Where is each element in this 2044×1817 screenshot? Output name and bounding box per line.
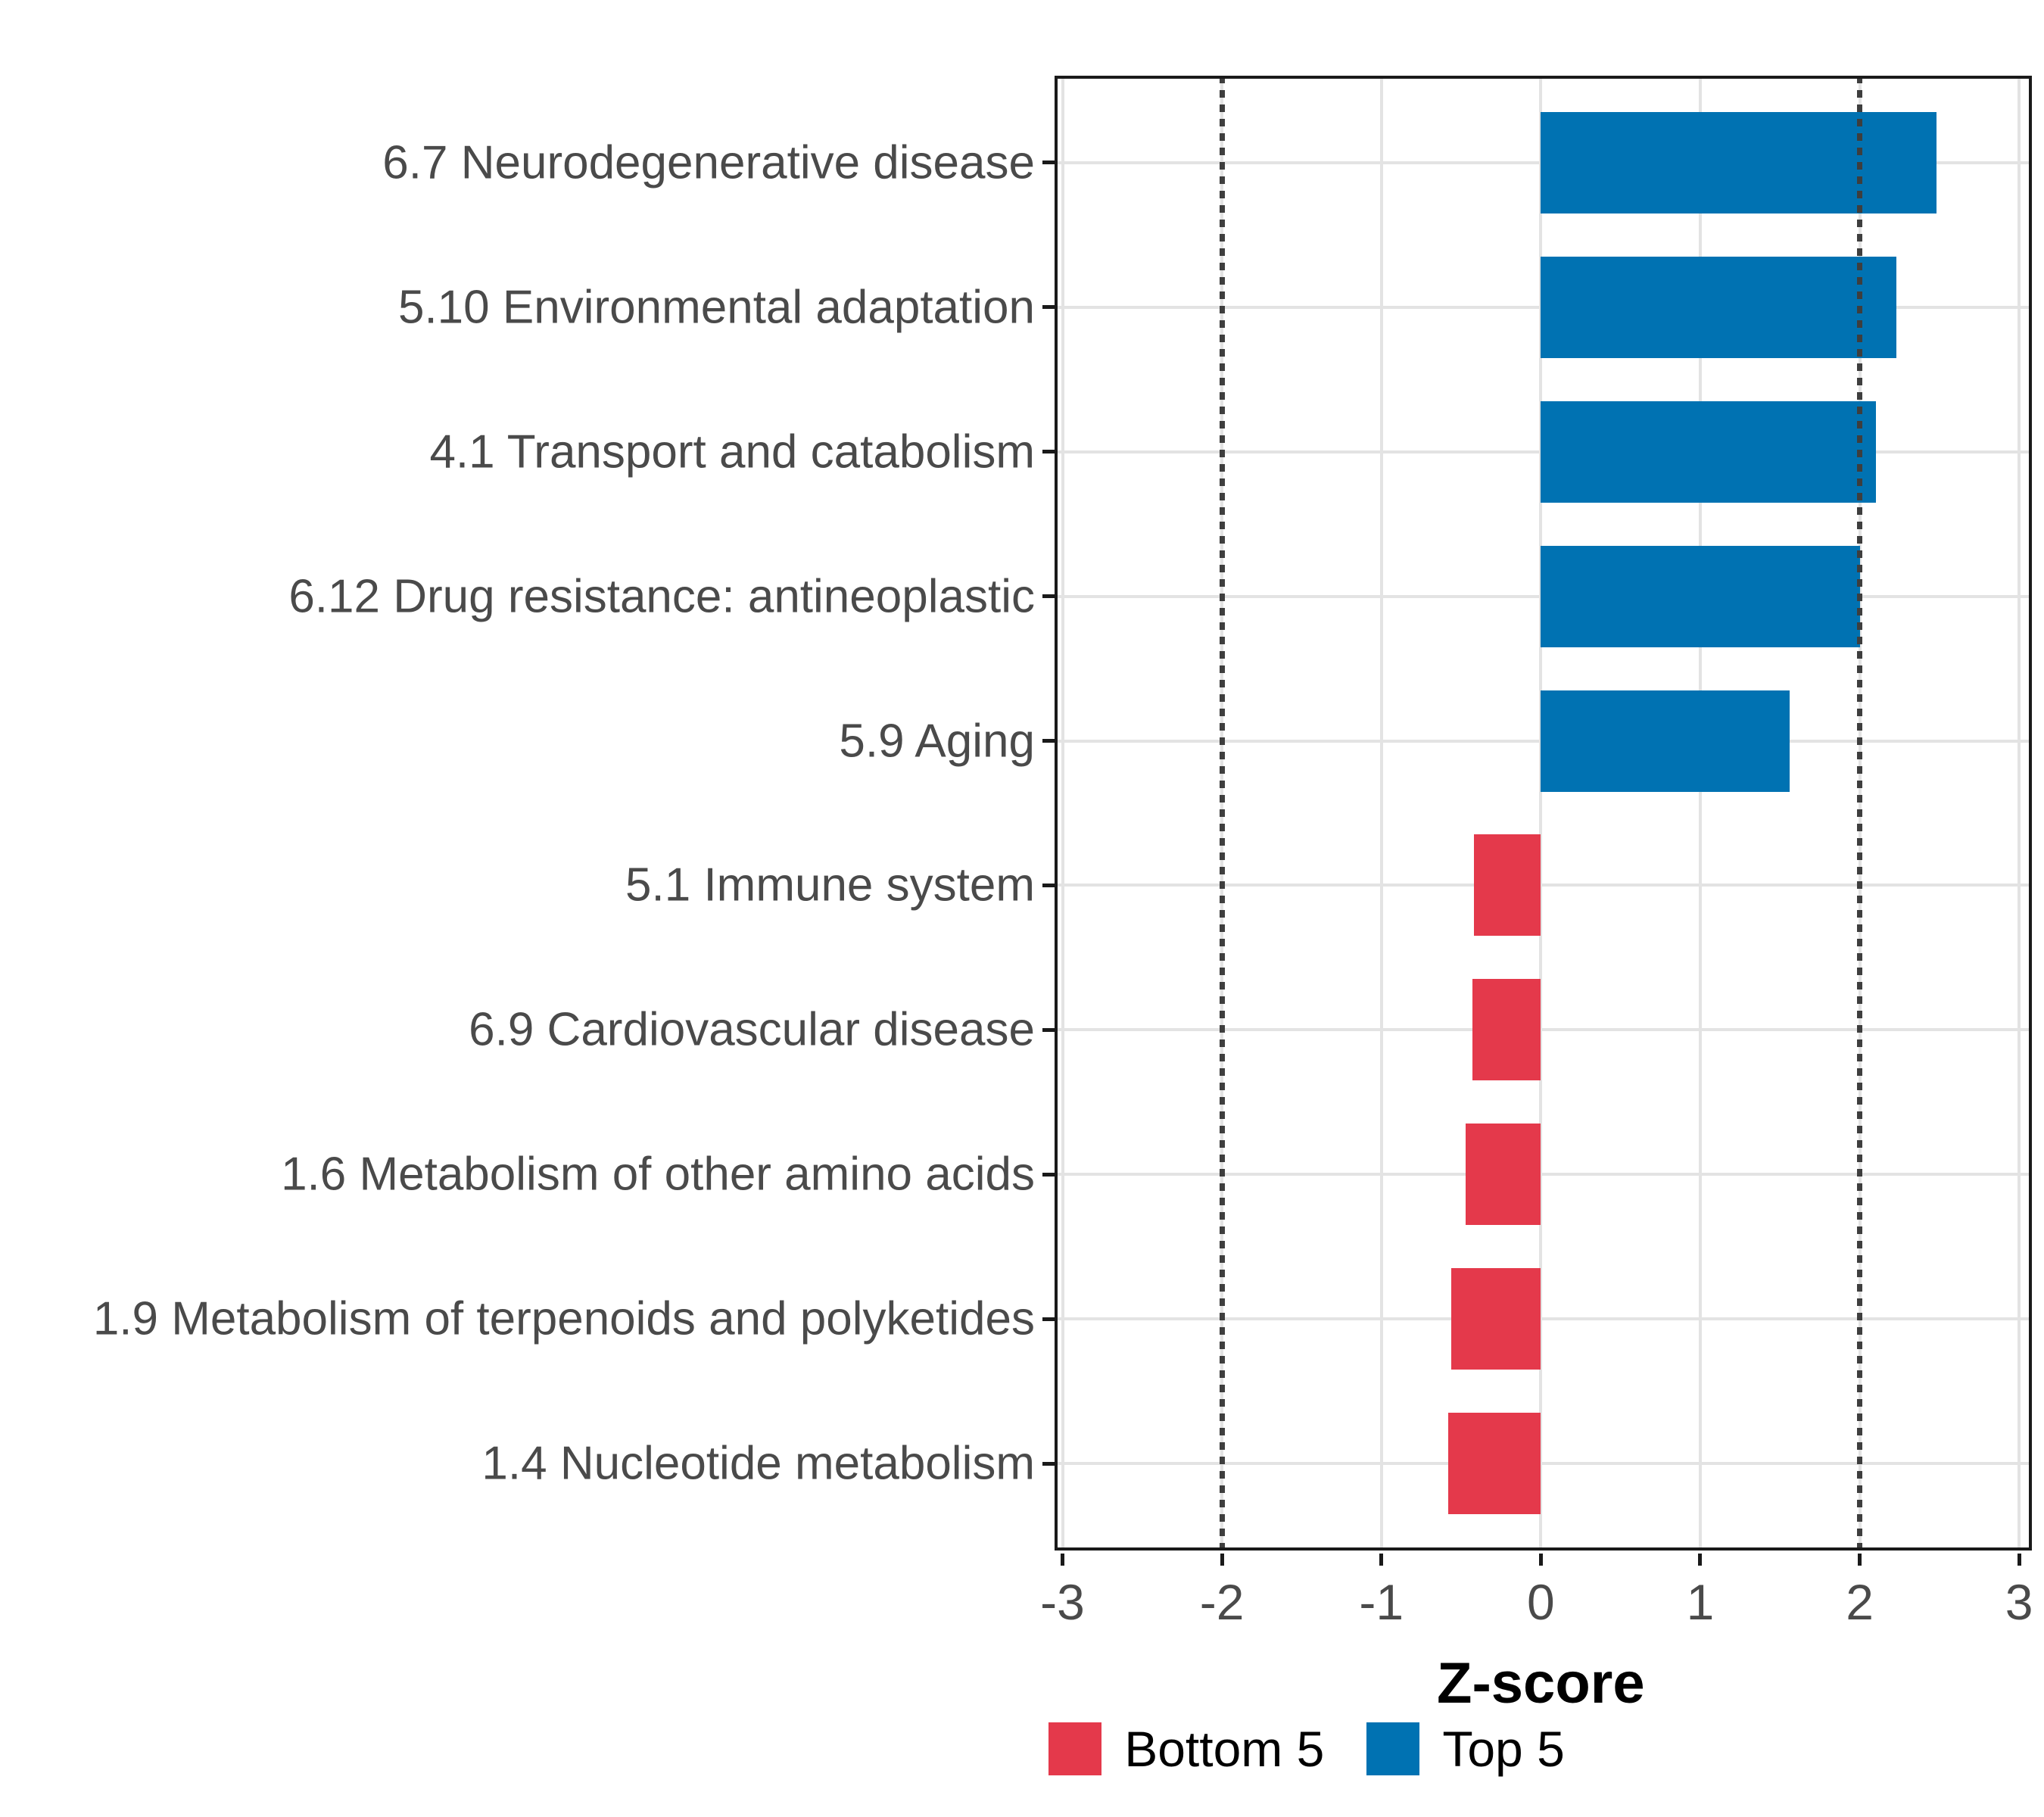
x-gridline — [1061, 76, 1064, 1551]
y-axis-label: 5.10 Environmental adaptation — [397, 281, 1035, 334]
bar-top5 — [1541, 111, 1937, 213]
legend-swatch-top5 — [1366, 1722, 1420, 1775]
x-tick-mark — [1538, 1554, 1543, 1566]
bar-top5 — [1541, 690, 1790, 792]
legend-label: Top 5 — [1442, 1721, 1565, 1777]
x-gridline — [1379, 76, 1383, 1551]
legend: Bottom 5 Top 5 — [0, 1720, 2044, 1778]
y-gridline — [1055, 1028, 2032, 1032]
reference-line — [1219, 76, 1225, 1551]
y-tick-mark — [1042, 739, 1055, 743]
y-tick-mark — [1042, 450, 1055, 454]
x-tick-label: -1 — [1359, 1574, 1404, 1630]
x-gridline — [2018, 76, 2021, 1551]
x-tick-label: 3 — [2005, 1574, 2033, 1630]
y-tick-mark — [1042, 1027, 1055, 1032]
bar-bottom5 — [1466, 1124, 1541, 1226]
bar-top5 — [1541, 256, 1896, 358]
bar-top5 — [1541, 545, 1860, 647]
y-axis-label: 5.9 Aging — [839, 715, 1035, 767]
y-gridline — [1055, 1173, 2032, 1177]
bar-bottom5 — [1473, 834, 1541, 937]
x-tick-label: 2 — [1846, 1574, 1874, 1630]
legend-items: Bottom 5 Top 5 — [1048, 1720, 1565, 1778]
x-tick-mark — [2017, 1554, 2021, 1566]
y-tick-mark — [1042, 1461, 1055, 1466]
x-tick-mark — [1220, 1554, 1224, 1566]
y-gridline — [1055, 884, 2032, 887]
bar-bottom5 — [1472, 979, 1541, 1081]
y-axis-label: 6.7 Neurodegenerative disease — [382, 136, 1035, 189]
reference-line — [1857, 76, 1863, 1551]
x-tick-mark — [1698, 1554, 1703, 1566]
x-tick-label: -2 — [1199, 1574, 1245, 1630]
y-tick-mark — [1042, 161, 1055, 165]
y-axis-label: 1.9 Metabolism of terpenoids and polyket… — [92, 1292, 1035, 1345]
y-axis-label: 5.1 Immune system — [625, 859, 1035, 912]
y-tick-mark — [1042, 1317, 1055, 1321]
y-gridline — [1055, 1462, 2032, 1466]
legend-label: Bottom 5 — [1124, 1721, 1325, 1777]
legend-swatch-bottom5 — [1048, 1722, 1102, 1775]
y-tick-mark — [1042, 305, 1055, 310]
x-tick-mark — [1858, 1554, 1862, 1566]
bar-bottom5 — [1451, 1268, 1541, 1370]
y-axis-label: 1.4 Nucleotide metabolism — [481, 1437, 1035, 1490]
y-tick-mark — [1042, 594, 1055, 599]
y-tick-mark — [1042, 883, 1055, 887]
y-axis-label: 6.9 Cardiovascular disease — [469, 1003, 1035, 1056]
bar-top5 — [1541, 400, 1876, 503]
plot-panel — [1055, 76, 2032, 1551]
x-gridline — [1539, 76, 1543, 1551]
x-tick-mark — [1061, 1554, 1065, 1566]
legend-item-bottom5: Bottom 5 — [1048, 1720, 1324, 1778]
y-axis-label: 4.1 Transport and catabolism — [429, 425, 1035, 478]
x-tick-label: 1 — [1686, 1574, 1715, 1630]
x-axis-title: Z-score — [1437, 1651, 1645, 1716]
y-tick-mark — [1042, 1172, 1055, 1177]
bar-bottom5 — [1448, 1413, 1541, 1515]
y-axis-label: 6.12 Drug resistance: antineoplastic — [288, 570, 1035, 623]
x-gridline — [1698, 76, 1702, 1551]
y-gridline — [1055, 1317, 2032, 1321]
x-tick-label: -3 — [1040, 1574, 1085, 1630]
x-tick-mark — [1379, 1554, 1384, 1566]
y-axis-label: 1.6 Metabolism of other amino acids — [281, 1148, 1035, 1201]
legend-item-top5: Top 5 — [1366, 1720, 1565, 1778]
x-tick-label: 0 — [1526, 1574, 1555, 1630]
